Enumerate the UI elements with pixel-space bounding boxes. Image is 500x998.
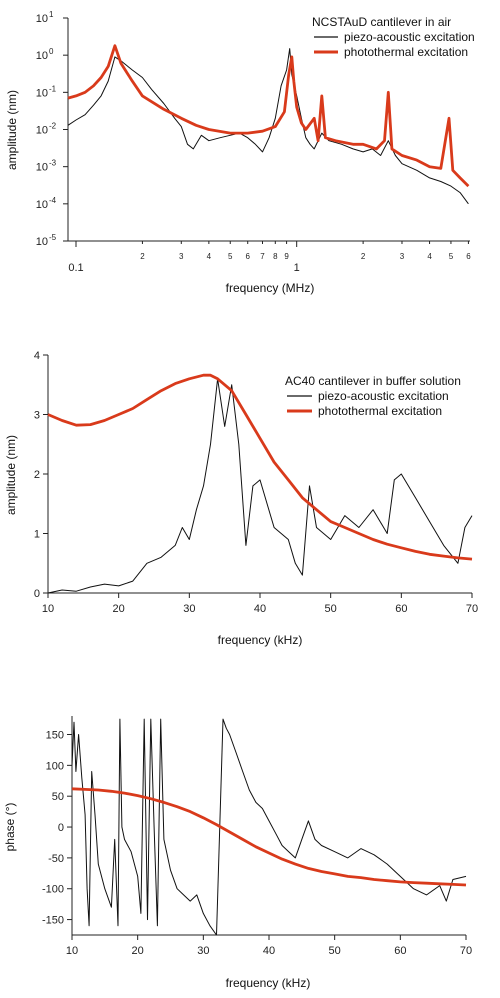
y-tick-label: 10: [36, 13, 48, 25]
y-axis-label: amplitude (nm): [4, 435, 18, 515]
series-layer: [72, 719, 466, 935]
y-tick-label: -100: [42, 884, 64, 896]
x-tick-label: 70: [466, 603, 478, 615]
y-tick-label: 10: [36, 50, 48, 62]
x-tick-label: 10: [66, 945, 78, 957]
series-layer: [68, 46, 468, 204]
y-axis-label: amplitude (nm): [5, 90, 19, 170]
y-ticks: 150 100 50 0 -50 -100 -150: [42, 730, 72, 927]
x-tick-label: 0.1: [68, 262, 83, 274]
y-tick-label: 10: [36, 125, 48, 137]
x-minor-tick-label: 2: [140, 252, 145, 261]
x-minor-tick-label: 2: [361, 252, 366, 261]
y-tick-label: 150: [46, 730, 64, 742]
chart-title: NCSTAuD cantilever in air: [312, 15, 451, 29]
y-tick-exponent: 1: [49, 10, 54, 19]
y-tick-label: 0: [34, 588, 40, 600]
y-tick-label: 10: [36, 236, 48, 248]
x-minor-tick-label: 6: [245, 252, 250, 261]
y-tick-exponent: -4: [49, 196, 57, 205]
y-tick-exponent: 0: [49, 47, 54, 56]
x-minor-tick-label: 5: [449, 252, 454, 261]
x-axis-label: frequency (kHz): [226, 976, 311, 990]
y-tick-label: 50: [52, 791, 64, 803]
x-axis-label: frequency (MHz): [226, 281, 315, 295]
x-tick-label: 30: [183, 603, 195, 615]
y-tick-label: 3: [34, 410, 40, 422]
y-tick-label: 2: [34, 469, 40, 481]
x-tick-label: 40: [263, 945, 275, 957]
y-tick-label: -50: [48, 853, 64, 865]
x-minor-tick-label: 4: [427, 252, 432, 261]
y-tick-label: 0: [58, 822, 64, 834]
x-tick-label: 60: [394, 945, 406, 957]
chart-buffer-amplitude: 10 20 30 40 50 60 70 0 1 2 3 4 frequency (kHz) amp…: [4, 350, 478, 647]
x-minor-tick-label: 4: [207, 252, 212, 261]
x-axis-label: frequency (kHz): [218, 633, 303, 647]
x-tick-label: 60: [395, 603, 407, 615]
y-tick-exponent: -5: [49, 233, 57, 242]
x-tick-label: 50: [325, 603, 337, 615]
chart-air-amplitude: 0.1 12 3 4 5 6 7 8 9 2 3 4 5 6 10-510-410-310-210-110…: [5, 10, 475, 295]
x-ticks: 10 20 30 40 50 60 70: [66, 935, 472, 957]
x-minor-tick-label: 8: [273, 252, 278, 261]
legend-label-piezo: piezo-acoustic excitation: [344, 30, 475, 44]
y-tick-label: 10: [36, 162, 48, 174]
chart-phase: 10 20 30 40 50 60 70 150 100 50 0 -50 -100 -150 freq…: [3, 716, 472, 990]
x-minor-tick-label: 9: [284, 252, 289, 261]
x-minor-tick-label: 3: [400, 252, 405, 261]
y-tick-exponent: -2: [49, 122, 57, 131]
series-line-photothermal: [72, 789, 466, 885]
y-tick-exponent: -3: [49, 159, 57, 168]
y-axis-label: phase (°): [3, 803, 17, 852]
x-minor-tick-label: 6: [466, 252, 471, 261]
y-tick-label: 4: [34, 350, 40, 362]
x-minor-tick-label: 7: [260, 252, 265, 261]
legend-label-photothermal: photothermal excitation: [344, 45, 468, 59]
y-ticks: 0 1 2 3 4: [34, 350, 48, 600]
x-tick-label: 70: [460, 945, 472, 957]
x-minor-tick-label: 3: [179, 252, 184, 261]
y-tick-label: 10: [36, 199, 48, 211]
y-tick-label: 100: [46, 760, 64, 772]
y-tick-exponent: -1: [49, 84, 57, 93]
y-tick-label: -150: [42, 915, 64, 927]
y-tick-label: 10: [36, 87, 48, 99]
x-tick-label: 20: [113, 603, 125, 615]
legend-label-photothermal: photothermal excitation: [318, 404, 442, 418]
x-ticks: 10 20 30 40 50 60 70: [42, 593, 478, 615]
x-minor-tick-label: 5: [228, 252, 233, 261]
x-tick-label: 30: [197, 945, 209, 957]
x-tick-label: 1: [294, 262, 300, 274]
chart-title: AC40 cantilever in buffer solution: [285, 374, 461, 388]
x-tick-label: 40: [254, 603, 266, 615]
x-tick-label: 50: [329, 945, 341, 957]
x-ticks: 0.1 1 2 3 4 5 6 7 8 9 2 3 4 5 6: [68, 241, 471, 274]
series-line-piezo: [72, 719, 466, 935]
x-tick-label: 10: [42, 603, 54, 615]
legend-label-piezo: piezo-acoustic excitation: [318, 389, 449, 403]
x-tick-label: 20: [132, 945, 144, 957]
y-tick-label: 1: [34, 529, 40, 541]
